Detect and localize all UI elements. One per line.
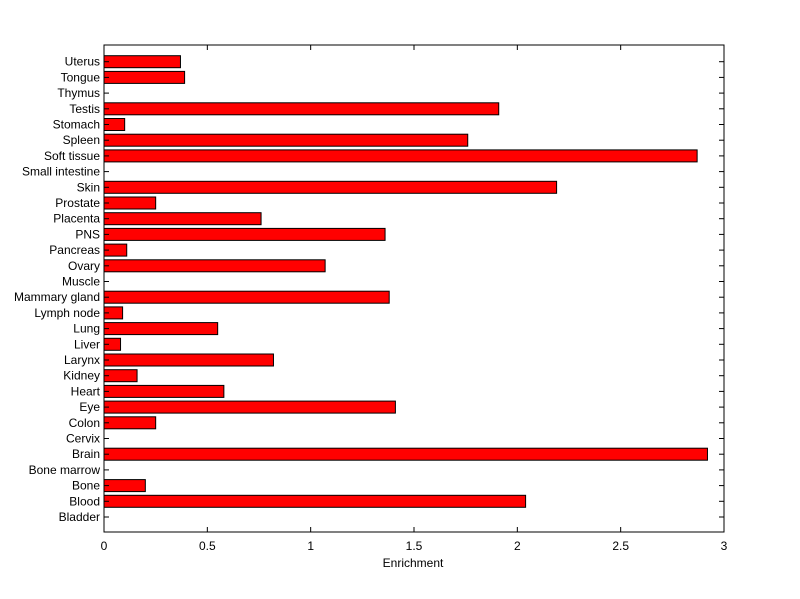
x-axis-label: Enrichment	[383, 556, 444, 570]
bar-eye	[103, 400, 396, 414]
y-tick-label: Liver	[74, 337, 100, 351]
x-tick-label: 1	[307, 539, 314, 553]
bar-blood	[103, 494, 527, 508]
y-tick-label: Colon	[69, 416, 100, 430]
y-tick-label: Prostate	[55, 196, 100, 210]
bar-heart	[103, 384, 225, 398]
bar-testis	[103, 102, 500, 116]
y-tick-label: Eye	[79, 400, 100, 414]
bars-group	[103, 55, 708, 508]
y-tick-label: Tongue	[61, 70, 101, 84]
y-tick-label: Bladder	[59, 510, 100, 524]
plot-frame	[103, 44, 725, 533]
y-tick-label: Stomach	[53, 118, 100, 132]
bar-placenta	[103, 212, 262, 226]
bar-mammary-gland	[103, 290, 390, 304]
y-tick-label: Spleen	[63, 133, 100, 147]
y-tick-label: Pancreas	[49, 243, 100, 257]
bar-pns	[103, 227, 386, 241]
y-tick-label: Mammary gland	[14, 290, 100, 304]
bar-larynx	[103, 353, 274, 367]
bar-uterus	[103, 55, 181, 69]
y-tick-label: Kidney	[63, 369, 100, 383]
y-tick-label: Lung	[73, 322, 100, 336]
x-tick-label: 0	[101, 539, 108, 553]
bar-prostate	[103, 196, 157, 210]
y-tick-label: Uterus	[65, 55, 100, 69]
y-tick-label: Soft tissue	[44, 149, 100, 163]
y-tick-label: Bone	[72, 479, 100, 493]
bar-bone	[103, 479, 146, 493]
x-tick-label: 3	[721, 539, 728, 553]
y-tick-label: Skin	[77, 180, 100, 194]
y-tick-label: Cervix	[66, 432, 100, 446]
bar-brain	[103, 447, 708, 461]
bar-ovary	[103, 259, 326, 273]
y-tick-label: Heart	[71, 384, 101, 398]
bar-lung	[103, 322, 219, 336]
bar-soft-tissue	[103, 149, 698, 163]
y-tick-label: Placenta	[53, 212, 100, 226]
y-tick-label: Thymus	[57, 86, 100, 100]
y-tick-label: PNS	[75, 227, 100, 241]
y-tick-label: Brain	[72, 447, 100, 461]
y-tick-label: Lymph node	[34, 306, 100, 320]
bar-spleen	[103, 133, 469, 147]
y-tick-label: Blood	[69, 494, 100, 508]
y-tick-label: Small intestine	[22, 165, 100, 179]
y-tick-label: Bone marrow	[29, 463, 101, 477]
y-tick-label: Muscle	[62, 275, 100, 289]
y-tick-label: Ovary	[68, 259, 100, 273]
y-tick-label: Larynx	[64, 353, 100, 367]
bar-skin	[103, 180, 558, 194]
x-tick-label: 2	[514, 539, 521, 553]
x-tick-label: 1.5	[406, 539, 423, 553]
bar-tongue	[103, 70, 186, 84]
x-tick-label: 2.5	[612, 539, 629, 553]
bar-colon	[103, 416, 157, 430]
x-tick-label: 0.5	[199, 539, 216, 553]
y-tick-label: Testis	[69, 102, 100, 116]
